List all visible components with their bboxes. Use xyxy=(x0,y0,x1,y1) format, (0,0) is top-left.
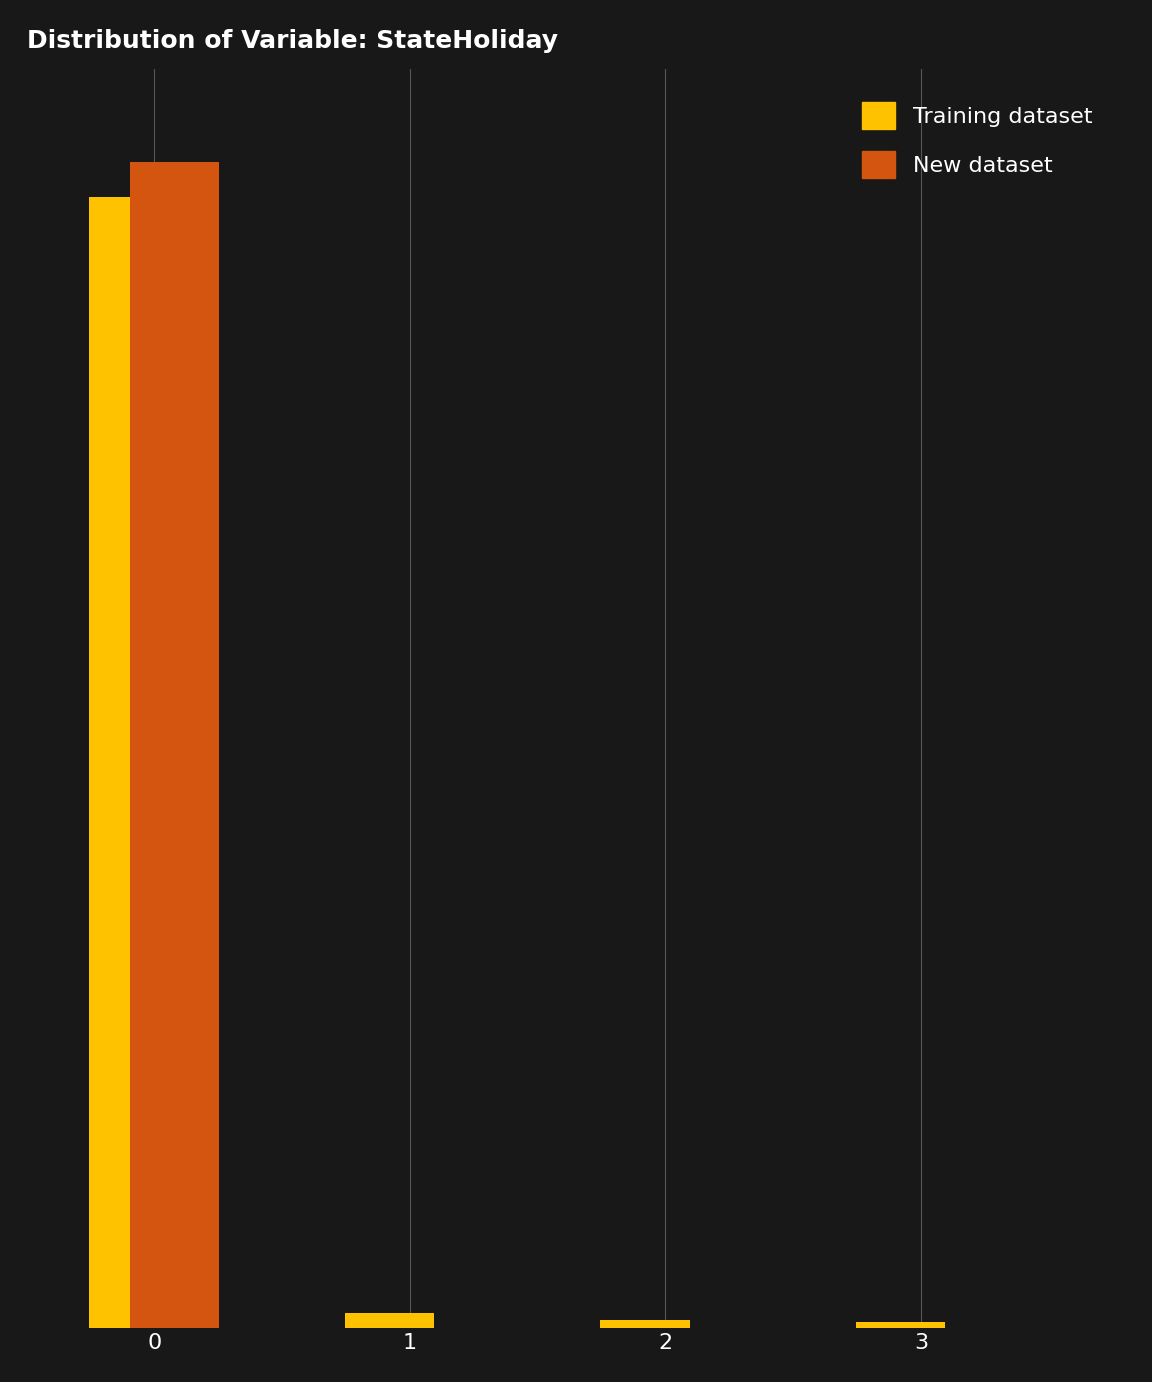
Bar xyxy=(856,1323,946,1328)
Bar xyxy=(130,162,220,1328)
Text: Distribution of Variable: StateHoliday: Distribution of Variable: StateHoliday xyxy=(26,29,558,53)
Legend: Training dataset, New dataset: Training dataset, New dataset xyxy=(840,80,1114,200)
Bar xyxy=(89,198,179,1328)
Bar xyxy=(600,1320,690,1328)
Bar xyxy=(344,1313,434,1328)
